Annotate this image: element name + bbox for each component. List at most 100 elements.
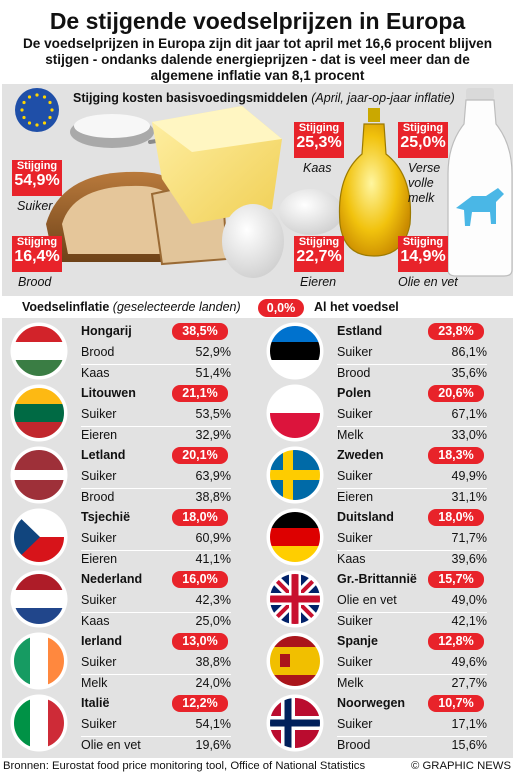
all-food-inflation-badge: 18,3% — [428, 447, 484, 464]
product-label: Suiker — [81, 717, 117, 731]
products-illustration-panel: Stijging kosten basisvoedingsmiddelen (A… — [2, 84, 513, 296]
increase-tag-milk: Stijging 25,0% — [398, 122, 448, 158]
product-value: 32,9% — [195, 428, 231, 442]
subtitle-line: algemene inflatie van 8,1 procent — [150, 68, 365, 83]
product-name: Suiker — [17, 199, 53, 213]
product-label: Eieren — [81, 552, 118, 566]
product-value: 38,8% — [195, 655, 231, 669]
country-name: Gr.-Brittannië — [337, 572, 417, 586]
product-value: 49,0% — [451, 593, 487, 607]
product-label: Brood — [337, 366, 371, 380]
product-value: 42,3% — [195, 593, 231, 607]
product-value: 86,1% — [451, 345, 487, 359]
increase-tag-cheese: Stijging 25,3% — [294, 122, 344, 158]
all-food-inflation-badge: 20,1% — [172, 447, 228, 464]
product-value: 41,1% — [195, 552, 231, 566]
country-name: Letland — [81, 448, 126, 462]
tag-value: 25,3% — [296, 134, 342, 151]
germany-flag-icon — [266, 508, 324, 566]
product-value: 19,6% — [195, 738, 231, 752]
country-row: Hongarij 38,5% Brood 52,9% Kaas 51,4% — [10, 322, 260, 384]
country-name: Spanje — [337, 634, 378, 648]
product-label: Suiker — [337, 345, 373, 359]
country-row: Letland 20,1% Suiker 63,9% Brood 38,8% — [10, 446, 260, 508]
tag-word: Stijging — [16, 236, 58, 248]
product-name-line: Verse — [408, 161, 441, 175]
credit: © GRAPHIC NEWS — [411, 760, 511, 772]
increase-tag-sugar: Stijging 54,9% — [12, 160, 62, 196]
product-inflation-row: Suiker 17,1% — [337, 717, 487, 737]
all-food-inflation-badge: 23,8% — [428, 323, 484, 340]
all-food-inflation-badge: 21,1% — [172, 385, 228, 402]
country-row: Polen 20,6% Suiker 67,1% Melk 33,0% — [266, 384, 515, 446]
product-label: Suiker — [81, 655, 117, 669]
product-value: 27,7% — [451, 676, 487, 690]
uk-flag-icon — [266, 570, 324, 628]
product-inflation-row: Suiker 60,9% — [81, 531, 231, 551]
subtitle-line: stijgen - ondanks dalende energieprijzen… — [45, 52, 470, 67]
product-label: Kaas — [337, 552, 366, 566]
product-label: Suiker — [81, 531, 117, 545]
tag-word: Stijging — [402, 122, 444, 134]
all-food-inflation-badge: 12,2% — [172, 695, 228, 712]
product-inflation-row: Suiker 71,7% — [337, 531, 487, 551]
product-value: 60,9% — [195, 531, 231, 545]
tag-value: 25,0% — [400, 134, 446, 151]
all-food-inflation-badge: 18,0% — [428, 509, 484, 526]
increase-tag-eggs: Stijging 22,7% — [294, 236, 344, 272]
product-label: Brood — [337, 738, 371, 752]
product-inflation-row: Suiker 42,3% — [81, 593, 231, 613]
product-name: Olie en vet — [398, 275, 458, 289]
product-inflation-row: Melk 27,7% — [337, 676, 487, 696]
product-value: 49,9% — [451, 469, 487, 483]
product-value: 49,6% — [451, 655, 487, 669]
product-value: 39,6% — [451, 552, 487, 566]
product-label: Suiker — [81, 593, 117, 607]
product-inflation-row: Olie en vet 19,6% — [81, 738, 231, 758]
all-food-inflation-badge: 13,0% — [172, 633, 228, 650]
product-inflation-row: Kaas 51,4% — [81, 366, 231, 386]
country-name: Ierland — [81, 634, 122, 648]
product-inflation-row: Kaas 39,6% — [337, 552, 487, 572]
netherlands-flag-icon — [10, 570, 68, 628]
product-label: Eieren — [337, 490, 374, 504]
product-inflation-row: Suiker 42,1% — [337, 614, 487, 634]
norway-flag-icon — [266, 694, 324, 752]
product-name: Eieren — [300, 275, 337, 289]
all-food-inflation-badge: 15,7% — [428, 571, 484, 588]
product-label: Suiker — [337, 717, 373, 731]
product-inflation-row: Brood 35,6% — [337, 366, 487, 386]
country-row: Duitsland 18,0% Suiker 71,7% Kaas 39,6% — [266, 508, 515, 570]
hungary-flag-icon — [10, 322, 68, 380]
legend-all-food-label: Al het voedsel — [314, 300, 399, 314]
product-inflation-row: Suiker 49,9% — [337, 469, 487, 489]
product-name-line: melk — [408, 191, 435, 205]
product-value: 33,0% — [451, 428, 487, 442]
lithuania-flag-icon — [10, 384, 68, 442]
country-table: Hongarij 38,5% Brood 52,9% Kaas 51,4% Litouwen… — [2, 318, 513, 758]
all-food-inflation-badge: 20,6% — [428, 385, 484, 402]
all-food-inflation-badge: 10,7% — [428, 695, 484, 712]
product-inflation-row: Suiker 86,1% — [337, 345, 487, 365]
product-value: 67,1% — [451, 407, 487, 421]
page-title: De stijgende voedselprijzen in Europa — [49, 8, 466, 34]
tag-word: Stijging — [402, 236, 444, 248]
all-food-inflation-badge: 18,0% — [172, 509, 228, 526]
estonia-flag-icon — [266, 322, 324, 380]
latvia-flag-icon — [10, 446, 68, 504]
product-label: Melk — [337, 676, 364, 690]
food-inflation-label: Voedselinflatie (geselecteerde landen) — [22, 300, 241, 314]
food-inflation-legend: Voedselinflatie (geselecteerde landen) 0… — [0, 298, 515, 318]
product-label: Eieren — [81, 428, 118, 442]
products-heading-text: Stijging kosten basisvoedingsmiddelen — [73, 91, 308, 105]
czechia-flag-icon — [10, 508, 68, 566]
sweden-flag-icon — [266, 446, 324, 504]
product-inflation-row: Suiker 53,5% — [81, 407, 231, 427]
country-row: Litouwen 21,1% Suiker 53,5% Eieren 32,9% — [10, 384, 260, 446]
product-inflation-row: Olie en vet 49,0% — [337, 593, 487, 613]
country-name: Tsjechië — [81, 510, 131, 524]
product-inflation-row: Melk 24,0% — [81, 676, 231, 696]
product-inflation-row: Suiker 67,1% — [337, 407, 487, 427]
product-inflation-row: Eieren 31,1% — [337, 490, 487, 510]
